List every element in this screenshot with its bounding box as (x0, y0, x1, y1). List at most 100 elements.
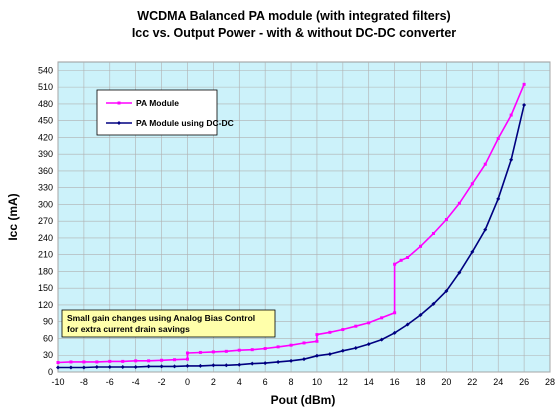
data-point (237, 348, 241, 352)
x-tick-label: 2 (211, 377, 216, 387)
y-tick-label: 330 (38, 183, 53, 193)
y-tick-label: 270 (38, 216, 53, 226)
y-tick-label: 60 (43, 333, 53, 343)
data-point (56, 361, 60, 365)
data-point (431, 301, 436, 306)
series-layer (56, 82, 527, 370)
data-point (146, 364, 151, 369)
data-point (185, 351, 189, 355)
data-point (483, 162, 487, 166)
data-point (250, 361, 255, 366)
data-point (159, 364, 164, 369)
x-tick-label: 12 (338, 377, 348, 387)
data-point (121, 359, 125, 363)
x-tick-label: -10 (51, 377, 64, 387)
x-tick-label: 10 (312, 377, 322, 387)
legend-label-dcdc: PA Module using DC-DC (136, 118, 234, 128)
data-point (393, 262, 397, 266)
x-axis-ticks: -10 -8 -6 -4 -2 0 2 4 6 8 10 12 14 16 18 20 22 24 26 28 (51, 377, 555, 387)
data-point (302, 341, 306, 345)
data-point (134, 359, 138, 363)
chart-title: WCDMA Balanced PA module (with integrate… (137, 9, 450, 23)
data-point (120, 364, 125, 369)
data-point (399, 258, 403, 262)
data-point (94, 364, 99, 369)
data-point (470, 182, 474, 186)
data-point (211, 350, 215, 354)
data-point (457, 201, 461, 205)
data-point (405, 322, 410, 327)
data-point (341, 328, 345, 332)
data-point (327, 352, 332, 357)
data-point (379, 337, 384, 342)
x-axis-label: Pout (dBm) (271, 393, 336, 407)
data-point (224, 349, 228, 353)
data-point (366, 342, 371, 347)
y-tick-label: 120 (38, 300, 53, 310)
y-tick-label: 300 (38, 199, 53, 209)
data-point (211, 363, 216, 368)
data-point (289, 358, 294, 363)
data-point (237, 362, 242, 367)
x-tick-label: -6 (106, 377, 114, 387)
y-tick-label: 30 (43, 350, 53, 360)
data-point (263, 347, 267, 351)
data-point (160, 358, 164, 362)
data-point (224, 363, 229, 368)
data-point (431, 231, 435, 235)
y-tick-label: 180 (38, 266, 53, 276)
x-tick-label: 14 (364, 377, 374, 387)
y-tick-label: 90 (43, 317, 53, 327)
data-point (328, 330, 332, 334)
data-point (340, 348, 345, 353)
y-tick-label: 390 (38, 149, 53, 159)
y-tick-label: 480 (38, 99, 53, 109)
data-point (392, 330, 397, 335)
y-tick-label: 420 (38, 132, 53, 142)
x-tick-label: 22 (467, 377, 477, 387)
x-tick-label: 26 (519, 377, 529, 387)
data-point (276, 345, 280, 349)
data-point (173, 358, 177, 362)
data-point (198, 363, 203, 368)
data-point (367, 321, 371, 325)
annotation-line-2: for extra current drain savings (67, 324, 190, 334)
data-point (68, 365, 73, 370)
x-tick-label: -8 (80, 377, 88, 387)
data-point (289, 343, 293, 347)
x-tick-label: 6 (263, 377, 268, 387)
annotation-line-1: Small gain changes using Analog Bias Con… (67, 313, 255, 323)
data-point (419, 244, 423, 248)
data-point (185, 363, 190, 368)
x-tick-label: -2 (158, 377, 166, 387)
x-tick-label: 4 (237, 377, 242, 387)
legend-marker-dcdc (117, 121, 121, 125)
y-axis-label: Icc (mA) (6, 193, 20, 240)
data-point (81, 365, 86, 370)
data-point (509, 113, 513, 117)
x-tick-label: 24 (493, 377, 503, 387)
y-tick-label: 150 (38, 283, 53, 293)
annotation-box (61, 309, 276, 338)
data-point (406, 255, 410, 259)
data-point (276, 359, 281, 364)
x-tick-label: 0 (185, 377, 190, 387)
x-tick-label: 20 (441, 377, 451, 387)
y-tick-label: 360 (38, 166, 53, 176)
data-point (250, 348, 254, 352)
y-tick-label: 540 (38, 65, 53, 75)
data-point (302, 357, 306, 362)
legend-box (96, 89, 218, 136)
x-tick-label: -4 (132, 377, 140, 387)
data-point (147, 359, 151, 363)
data-point (354, 324, 358, 328)
data-point (133, 364, 138, 369)
legend-label-pa-module: PA Module (136, 98, 179, 108)
data-point (56, 365, 60, 370)
data-point (353, 345, 358, 350)
data-point (418, 313, 423, 318)
y-tick-label: 510 (38, 82, 53, 92)
data-point (172, 364, 177, 369)
data-point (509, 157, 514, 162)
